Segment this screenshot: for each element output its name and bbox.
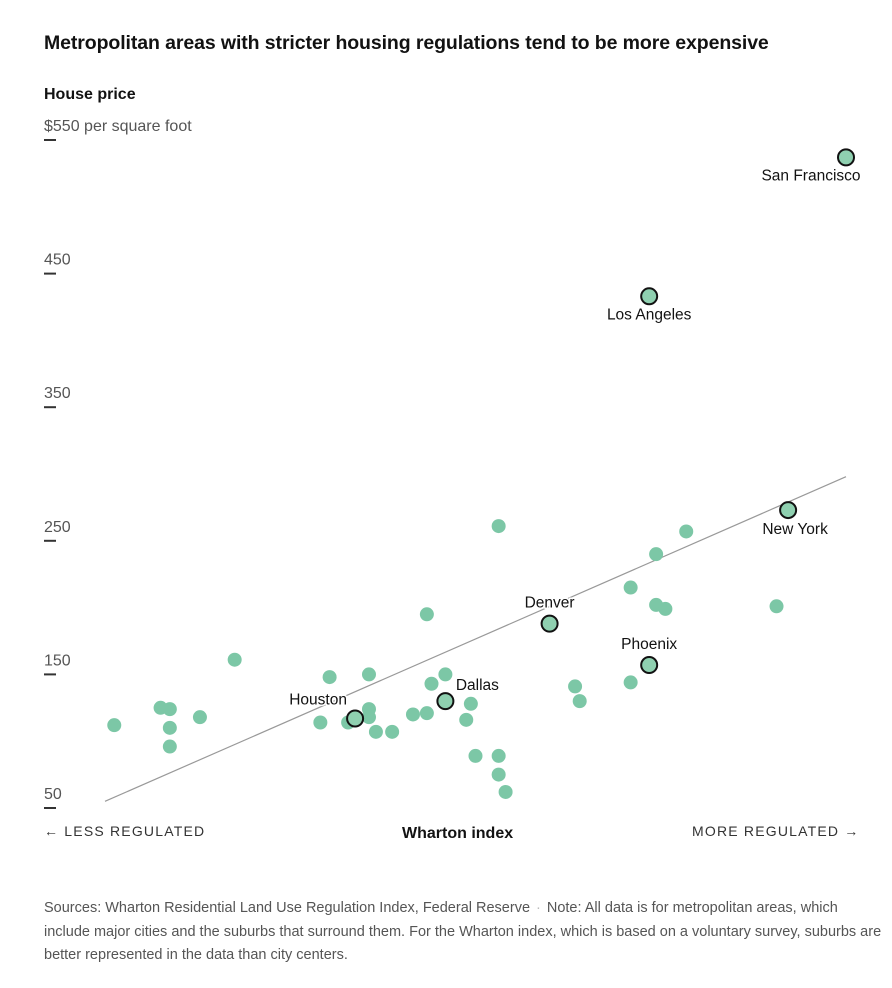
- data-point: [623, 580, 638, 595]
- label-phoenix: Phoenix: [621, 636, 677, 653]
- data-point: [162, 702, 177, 717]
- separator-dot: ·: [536, 900, 541, 916]
- x-axis-label: Wharton index: [402, 825, 514, 842]
- labeled-points: San Francisco Los Angeles New York Denver Ph…: [288, 148, 862, 728]
- data-point: [498, 784, 513, 799]
- label-san-francisco: San Francisco: [761, 167, 860, 184]
- data-point: [419, 706, 434, 721]
- x-axis-left-label: ← LESS REGULATED: [44, 823, 206, 839]
- data-point: [572, 694, 587, 709]
- label-new-york: New York: [762, 521, 828, 538]
- y-axis-ticks: $550 per square foot 450 350 250 150 50: [44, 118, 192, 809]
- point-houston: [346, 709, 365, 728]
- point-dallas: [436, 692, 455, 711]
- point-denver: [540, 614, 559, 633]
- point-los-angeles: [640, 287, 659, 306]
- data-point: [679, 524, 694, 539]
- data-point: [405, 707, 420, 722]
- data-point: [385, 724, 400, 739]
- y-axis-label: House price: [44, 86, 136, 103]
- sources-text: Sources: Wharton Residential Land Use Re…: [44, 900, 531, 916]
- data-point: [162, 720, 177, 735]
- label-los-angeles: Los Angeles: [607, 306, 692, 323]
- y-tick-label: 450: [44, 252, 71, 269]
- x-axis-right-label: MORE REGULATED →: [692, 823, 860, 839]
- y-tick-label: 250: [44, 519, 71, 536]
- data-point: [658, 601, 673, 616]
- data-point: [368, 724, 383, 739]
- data-point: [227, 652, 242, 667]
- data-point: [491, 748, 506, 763]
- data-point: [468, 748, 483, 763]
- data-point: [568, 679, 583, 694]
- label-denver: Denver: [525, 595, 575, 612]
- chart-footer: Sources: Wharton Residential Land Use Re…: [44, 897, 884, 968]
- y-tick-label: $550 per square foot: [44, 118, 192, 135]
- label-houston: Houston: [289, 691, 347, 708]
- data-point: [459, 712, 474, 727]
- data-point: [424, 676, 439, 691]
- data-point: [491, 519, 506, 534]
- data-point: [361, 710, 376, 725]
- data-point: [649, 547, 664, 562]
- data-point: [162, 739, 177, 754]
- data-point: [463, 696, 478, 711]
- data-point: [361, 667, 376, 682]
- data-point: [491, 767, 506, 782]
- trend-line: [104, 476, 847, 802]
- point-new-york: [779, 501, 798, 520]
- data-point: [192, 710, 207, 725]
- data-point: [438, 667, 453, 682]
- data-point: [419, 607, 434, 622]
- data-point: [623, 675, 638, 690]
- data-point: [313, 715, 328, 730]
- y-tick-label: 150: [44, 652, 71, 669]
- point-san-francisco: [837, 148, 855, 167]
- data-points: [107, 519, 784, 799]
- label-dallas: Dallas: [456, 677, 499, 694]
- note-text: Note: All data is for metropolitan areas…: [44, 900, 882, 963]
- data-point: [769, 599, 784, 614]
- data-point: [322, 670, 337, 685]
- point-phoenix: [640, 656, 659, 675]
- y-tick-label: 350: [44, 385, 71, 402]
- data-point: [107, 718, 122, 733]
- chart-title: Metropolitan areas with stricter housing…: [44, 32, 769, 54]
- y-tick-label: 50: [44, 786, 62, 803]
